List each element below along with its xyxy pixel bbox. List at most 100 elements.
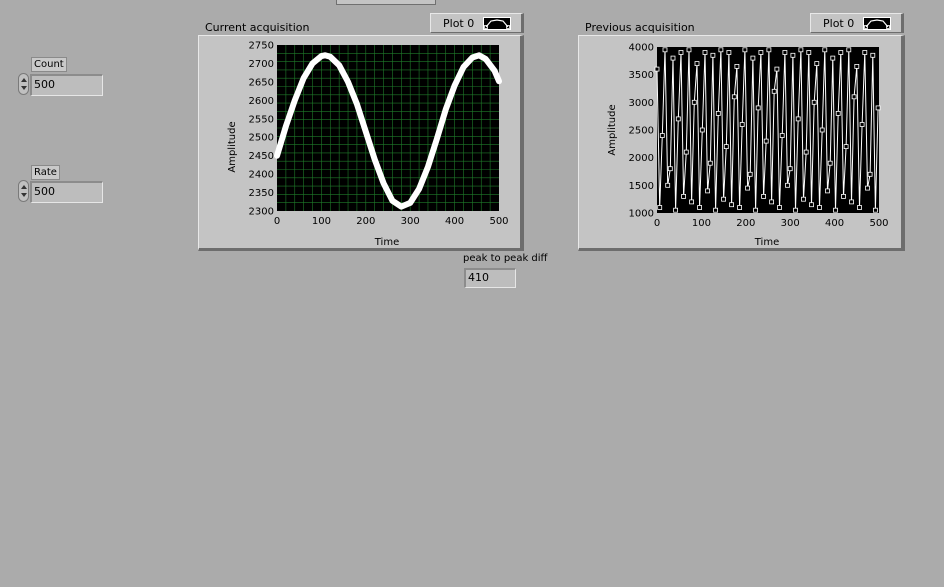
data-point	[694, 61, 700, 67]
data-point	[801, 196, 806, 202]
top-partial-control[interactable]	[336, 0, 436, 5]
data-point	[771, 88, 777, 94]
data-point	[705, 188, 710, 194]
data-point	[830, 55, 836, 61]
arrow-down-icon[interactable]	[21, 193, 27, 197]
data-point	[683, 149, 689, 155]
data-point	[841, 193, 846, 199]
plot-style-icon[interactable]	[483, 17, 511, 30]
rate-input[interactable]: 500	[30, 181, 103, 203]
previous-graph-panel: Amplitude Time 0 100 200 300 400 500 1000 1500 2…	[578, 35, 905, 251]
data-point	[803, 149, 809, 155]
data-point	[814, 61, 820, 67]
data-point	[659, 133, 665, 138]
data-point	[857, 205, 862, 210]
y-tick-label: 2550	[249, 114, 274, 125]
data-point	[654, 66, 660, 72]
data-point	[657, 205, 663, 210]
y-tick-label: 2350	[249, 188, 274, 199]
data-point	[806, 50, 812, 55]
current-ylabel: Amplitude	[227, 121, 238, 172]
data-point	[742, 47, 748, 53]
rate-label: Rate	[31, 165, 60, 180]
count-input[interactable]: 500	[30, 74, 103, 96]
data-point	[827, 160, 833, 166]
data-point	[739, 122, 745, 127]
data-point	[731, 94, 737, 100]
data-point	[702, 50, 708, 55]
x-tick-label: 500	[869, 218, 888, 229]
series-line	[656, 49, 879, 211]
plot-line-style-icon	[864, 19, 890, 29]
previous-xlabel: Time	[754, 237, 779, 248]
x-tick-label: 400	[445, 216, 464, 227]
x-tick-label: 500	[489, 216, 508, 227]
count-increment-decrement[interactable]	[18, 73, 29, 95]
data-point	[673, 207, 678, 213]
data-point	[721, 196, 727, 202]
plot-style-icon[interactable]	[863, 17, 891, 30]
data-point	[745, 185, 751, 191]
previous-ylabel: Amplitude	[607, 104, 618, 155]
data-point	[763, 138, 769, 144]
data-point	[793, 207, 798, 213]
data-point	[782, 50, 788, 55]
current-acquisition-chart[interactable]: Amplitude Time 0 100 200 300 400 500 2300 2350 2…	[199, 36, 521, 249]
previous-plot-legend[interactable]: Plot 0	[810, 13, 904, 33]
data-point	[697, 205, 702, 210]
data-point	[670, 55, 676, 61]
data-point	[870, 52, 876, 58]
count-label: Count	[31, 57, 67, 72]
data-point	[838, 50, 844, 55]
data-point	[849, 199, 854, 205]
data-point	[851, 94, 857, 100]
x-tick-label: 200	[356, 216, 375, 227]
arrow-down-icon[interactable]	[21, 86, 27, 90]
data-point	[723, 144, 729, 149]
data-point	[843, 144, 849, 149]
x-tick-label: 200	[736, 218, 755, 229]
rate-increment-decrement[interactable]	[18, 180, 29, 202]
data-point	[662, 47, 668, 53]
x-tick-label: 300	[401, 216, 420, 227]
data-point	[798, 47, 804, 53]
data-point	[753, 207, 759, 213]
y-tick-label: 2300	[249, 207, 274, 218]
arrow-up-icon[interactable]	[21, 185, 27, 189]
data-point	[862, 50, 868, 55]
data-point	[691, 99, 697, 105]
data-point	[774, 66, 780, 72]
y-tick-label: 2400	[249, 170, 274, 181]
y-tick-label: 2500	[629, 126, 654, 137]
current-plot-legend[interactable]: Plot 0	[430, 13, 524, 33]
data-point	[875, 105, 881, 111]
current-graph-panel: Amplitude Time 0 100 200 300 400 500 2300 2350 2…	[198, 35, 524, 251]
previous-acquisition-chart[interactable]: Amplitude Time 0 100 200 300 400 500 1000 1500 2…	[579, 36, 902, 249]
data-point	[872, 207, 878, 213]
y-tick-label: 2000	[629, 153, 654, 164]
data-point	[867, 171, 873, 177]
x-tick-label: 300	[781, 218, 800, 229]
data-point	[686, 47, 692, 53]
data-point	[710, 52, 716, 58]
y-tick-label: 2600	[249, 96, 274, 107]
data-point	[777, 205, 782, 210]
data-point	[750, 55, 756, 61]
current-graph-title: Current acquisition	[205, 21, 310, 34]
data-point	[726, 50, 732, 55]
y-tick-label: 4000	[629, 43, 654, 54]
data-point	[729, 202, 735, 208]
data-point	[665, 182, 671, 188]
data-point	[667, 166, 673, 172]
data-point	[846, 47, 852, 53]
data-point	[766, 47, 772, 53]
data-point	[811, 99, 817, 105]
data-point	[819, 127, 825, 133]
x-tick-label: 100	[692, 218, 711, 229]
x-tick-label: 0	[654, 218, 660, 229]
data-point	[713, 207, 719, 213]
y-tick-label: 2700	[249, 59, 274, 70]
peak-to-peak-value: 410	[464, 268, 516, 288]
arrow-up-icon[interactable]	[21, 78, 27, 82]
data-point	[809, 202, 814, 208]
